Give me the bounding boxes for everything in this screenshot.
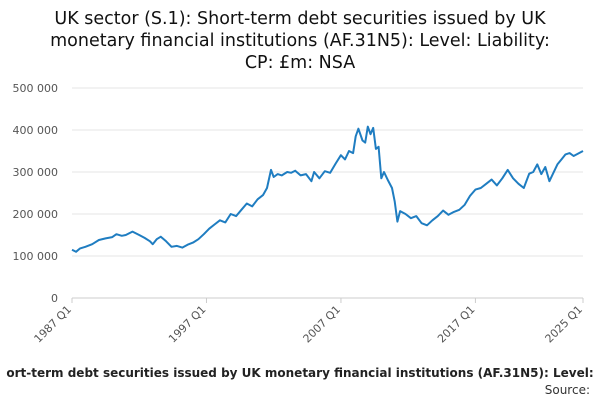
chart-title-line-1: UK sector (S.1): Short-term debt securit… <box>54 9 546 29</box>
y-tick-label: 0 <box>51 292 58 305</box>
x-tick-label: 1997 Q1 <box>166 303 209 346</box>
x-tick-label: 2017 Q1 <box>435 303 478 346</box>
chart-title: UK sector (S.1): Short-term debt securit… <box>0 8 600 74</box>
series-line <box>71 125 584 253</box>
x-tick-label: 2025 Q1 <box>543 303 586 346</box>
source-label: Source: <box>544 383 590 397</box>
x-tick-label: 2007 Q1 <box>301 303 344 346</box>
y-tick-label: 200 000 <box>13 208 59 221</box>
y-tick-label: 400 000 <box>13 124 59 137</box>
y-tick-label: 500 000 <box>13 82 59 95</box>
x-tick-label: 1987 Q1 <box>32 303 75 346</box>
legend-series-label: ort-term debt securities issued by UK mo… <box>6 366 594 380</box>
chart-title-line-2: monetary financial institutions (AF.31N5… <box>50 31 550 51</box>
chart-title-line-3: CP: £m: NSA <box>244 53 356 73</box>
y-tick-label: 100 000 <box>13 250 59 263</box>
y-tick-label: 300 000 <box>13 166 59 179</box>
